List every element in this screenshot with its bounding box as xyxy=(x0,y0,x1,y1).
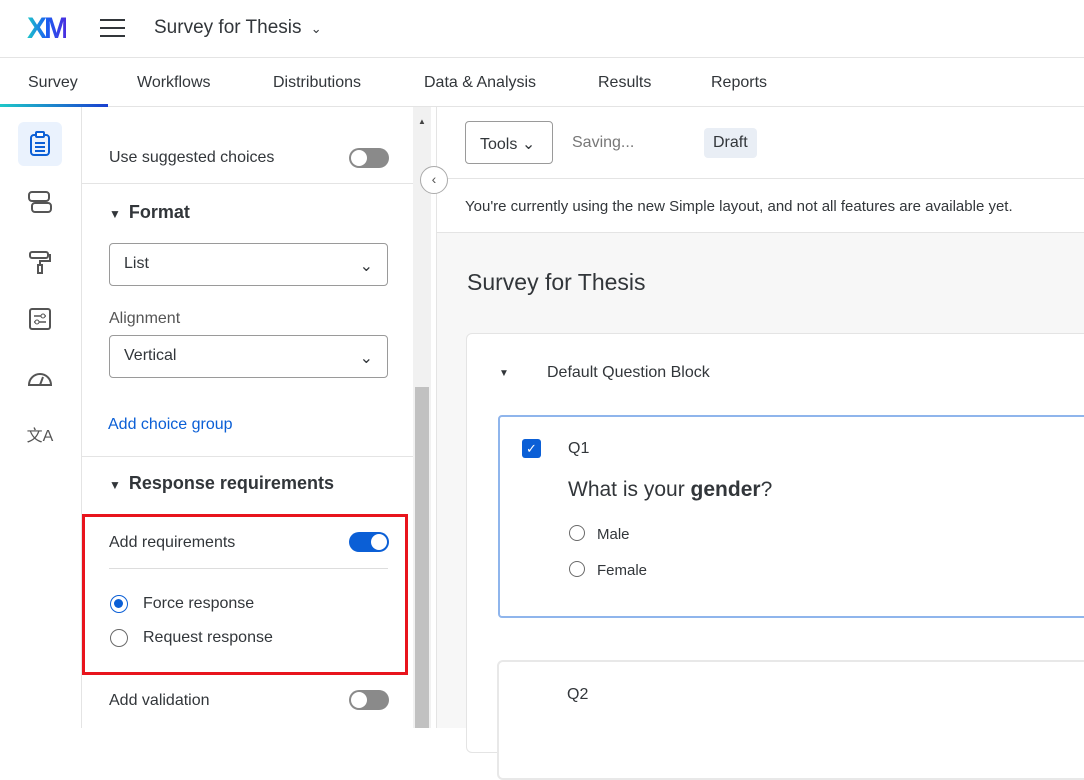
block-title[interactable]: Default Question Block xyxy=(547,364,710,381)
tab-survey[interactable]: Survey xyxy=(28,74,78,91)
survey-title-dropdown[interactable]: Survey for Thesis ⌄ xyxy=(154,17,322,39)
chevron-down-icon: ⌄ xyxy=(521,136,536,153)
response-requirements-toggle[interactable]: ▼ Response requirements xyxy=(109,473,334,494)
caret-down-icon[interactable]: ▼ xyxy=(499,368,509,379)
chevron-down-icon: ⌄ xyxy=(359,258,373,275)
main-tabs: Survey Workflows Distributions Data & An… xyxy=(0,58,1084,107)
xm-logo[interactable]: XM xyxy=(27,12,69,45)
tools-button[interactable]: Tools ⌄ xyxy=(465,121,553,164)
request-response-label[interactable]: Request response xyxy=(143,629,273,646)
survey-canvas: Tools ⌄ Saving... Draft You're currently… xyxy=(436,107,1084,780)
tab-results[interactable]: Results xyxy=(598,74,652,91)
caret-down-icon: ▼ xyxy=(109,207,121,221)
response-requirements-heading: Response requirements xyxy=(128,473,334,493)
use-suggested-choices-toggle[interactable] xyxy=(349,148,389,168)
layout-notice: You're currently using the new Simple la… xyxy=(465,198,1013,215)
choice-label[interactable]: Female xyxy=(597,562,648,579)
tool-rail: 文A xyxy=(0,107,82,728)
add-validation-toggle[interactable] xyxy=(349,690,389,710)
survey-checker-icon[interactable] xyxy=(18,355,62,399)
tools-label: Tools xyxy=(480,136,518,153)
question-id: Q2 xyxy=(567,686,589,703)
choice-label[interactable]: Male xyxy=(597,526,630,543)
top-bar: XM Survey for Thesis ⌄ xyxy=(0,0,1084,58)
use-suggested-choices-label: Use suggested choices xyxy=(109,149,275,166)
highlight-box xyxy=(82,514,408,675)
translate-icon[interactable]: 文A xyxy=(26,428,54,445)
alignment-value: Vertical xyxy=(124,347,177,364)
add-requirements-label: Add requirements xyxy=(109,534,236,551)
question-id: Q1 xyxy=(568,440,590,457)
add-choice-group-link[interactable]: Add choice group xyxy=(108,416,233,433)
alignment-label: Alignment xyxy=(109,310,181,327)
survey-options-icon[interactable] xyxy=(18,297,62,341)
question-text[interactable]: What is your gender? xyxy=(568,478,773,501)
caret-down-icon: ▼ xyxy=(109,478,121,492)
add-requirements-toggle[interactable] xyxy=(349,532,389,552)
question-select-checkbox[interactable]: ✓ xyxy=(522,439,541,458)
tab-data-analysis[interactable]: Data & Analysis xyxy=(424,74,537,91)
collapse-panel-button[interactable]: ‹ xyxy=(420,166,448,194)
look-and-feel-icon[interactable] xyxy=(18,240,62,284)
choice-radio[interactable] xyxy=(569,525,585,541)
tab-workflows[interactable]: Workflows xyxy=(137,74,211,91)
chevron-down-icon: ⌄ xyxy=(310,21,322,36)
force-response-radio[interactable] xyxy=(110,595,128,613)
question-q2[interactable]: Q2 xyxy=(497,660,1084,780)
format-value: List xyxy=(124,255,149,272)
format-select[interactable]: List ⌄ xyxy=(109,243,388,286)
draft-badge: Draft xyxy=(704,128,757,158)
survey-icon[interactable] xyxy=(18,122,62,166)
add-validation-label: Add validation xyxy=(109,692,210,709)
survey-title: Survey for Thesis xyxy=(154,17,302,38)
request-response-radio[interactable] xyxy=(110,629,128,647)
alignment-select[interactable]: Vertical ⌄ xyxy=(109,335,388,378)
question-q1[interactable]: ✓ Q1 What is your gender? Male Female xyxy=(498,415,1084,618)
choice-radio[interactable] xyxy=(569,561,585,577)
panel-scrollbar[interactable]: ▲ xyxy=(413,107,431,728)
force-response-label[interactable]: Force response xyxy=(143,595,255,612)
save-status: Saving... xyxy=(572,134,635,151)
menu-icon[interactable] xyxy=(100,18,125,38)
format-section-toggle[interactable]: ▼ Format xyxy=(109,202,190,223)
edit-question-panel: Use suggested choices ▼ Format List ⌄ Alig… xyxy=(82,107,413,728)
scrollbar-thumb[interactable] xyxy=(415,387,429,728)
blocks-icon[interactable] xyxy=(18,180,62,224)
chevron-down-icon: ⌄ xyxy=(359,350,373,367)
tab-reports[interactable]: Reports xyxy=(711,74,768,91)
active-tab-indicator xyxy=(0,104,108,107)
format-heading: Format xyxy=(128,202,190,222)
tab-distributions[interactable]: Distributions xyxy=(273,74,362,91)
survey-heading: Survey for Thesis xyxy=(467,269,646,295)
